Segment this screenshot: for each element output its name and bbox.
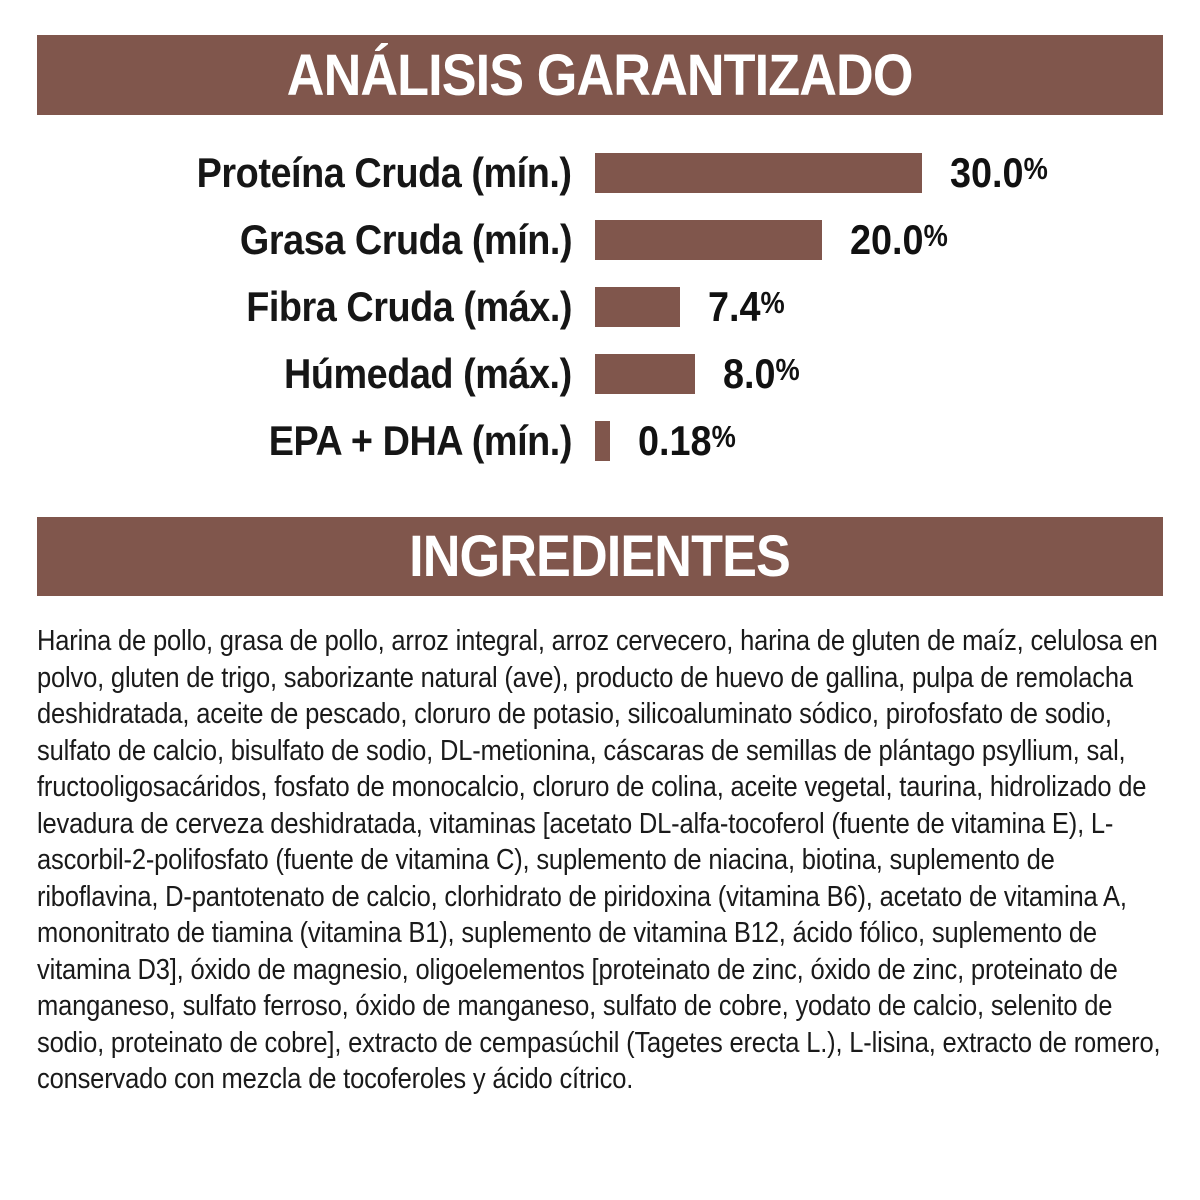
guaranteed-analysis-bar-chart: Proteína Cruda (mín.) 30.0% Grasa Cruda … (37, 139, 1163, 474)
row-label: Fibra Cruda (máx.) (246, 282, 572, 330)
row-label: EPA + DHA (mín.) (268, 416, 573, 464)
row-value: 30.0% (950, 148, 1048, 196)
guaranteed-analysis-header: ANÁLISIS GARANTIZADO (37, 35, 1163, 115)
chart-row: EPA + DHA (mín.) 0.18% (37, 407, 1163, 474)
bar (595, 420, 610, 461)
chart-row: Húmedad (máx.) 8.0% (37, 340, 1163, 407)
ingredients-title: INGREDIENTES (409, 524, 792, 589)
row-value: 20.0% (850, 215, 948, 263)
row-value: 8.0% (723, 349, 800, 397)
bar (595, 353, 695, 394)
row-label: Grasa Cruda (mín.) (239, 215, 573, 263)
row-label: Proteína Cruda (mín.) (197, 148, 572, 196)
row-label: Húmedad (máx.) (284, 349, 572, 397)
chart-row: Grasa Cruda (mín.) 20.0% (37, 206, 1163, 273)
bar (595, 286, 680, 327)
bar (595, 152, 922, 193)
chart-row: Proteína Cruda (mín.) 30.0% (37, 139, 1163, 206)
ingredients-text: Harina de pollo, grasa de pollo, arroz i… (37, 625, 1161, 1095)
row-value: 0.18% (638, 416, 736, 464)
chart-row: Fibra Cruda (máx.) 7.4% (37, 273, 1163, 340)
bar (595, 219, 822, 260)
guaranteed-analysis-title: ANÁLISIS GARANTIZADO (287, 42, 914, 108)
ingredients-header: INGREDIENTES (37, 517, 1163, 596)
row-value: 7.4% (708, 282, 785, 330)
